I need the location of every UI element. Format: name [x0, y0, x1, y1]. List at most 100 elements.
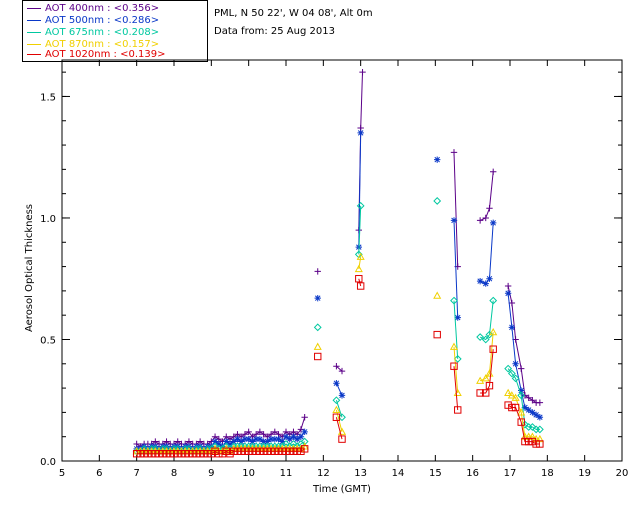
data-point	[289, 440, 298, 448]
legend-swatch-675nm	[27, 31, 41, 33]
data-point	[525, 394, 532, 402]
data-point	[529, 397, 536, 404]
data-point	[511, 374, 520, 383]
data-point	[476, 376, 485, 384]
series-line	[136, 448, 305, 455]
data-point	[297, 433, 305, 440]
legend: AOT 400nm : <0.356> AOT 500nm : <0.286> …	[22, 0, 208, 62]
data-point	[147, 450, 156, 458]
location-text: PML, N 50 22', W 04 08', Alt 0m	[214, 8, 373, 19]
legend-entry-870nm: AOT 870nm : <0.157>	[27, 39, 159, 51]
data-point	[140, 444, 149, 453]
data-point	[211, 442, 219, 451]
series-line	[453, 152, 459, 267]
data-point	[278, 447, 286, 455]
data-point	[222, 447, 230, 455]
data-point	[338, 435, 346, 443]
x-axis: 5 6 7 8 9 10 11 12 13 14 15 16 17 18 19 20	[59, 60, 628, 479]
data-point	[294, 435, 301, 443]
data-point	[490, 168, 497, 175]
data-point	[140, 450, 148, 458]
data-point	[264, 438, 271, 445]
x-tick-label: 11	[280, 468, 293, 479]
series-line	[335, 382, 343, 396]
data-point	[170, 450, 178, 458]
data-point	[454, 406, 462, 414]
data-point	[313, 342, 322, 350]
data-point	[185, 450, 193, 458]
data-point	[486, 205, 493, 212]
data-point	[300, 445, 309, 453]
y-tick-label: 0.0	[40, 457, 56, 468]
data-point	[252, 447, 260, 455]
data-point	[170, 443, 178, 450]
x-tick-label: 17	[504, 468, 517, 479]
series-layer	[132, 68, 544, 458]
data-point	[185, 444, 193, 453]
x-tick-label: 13	[354, 468, 367, 479]
legend-swatch-500nm	[27, 19, 41, 21]
data-point	[485, 381, 494, 390]
x-tick-label: 19	[578, 468, 591, 479]
series-line	[136, 441, 305, 452]
x-tick-label: 8	[171, 468, 177, 479]
data-point	[476, 389, 484, 397]
data-point	[174, 443, 181, 450]
legend-entry-675nm: AOT 675nm : <0.208>	[27, 27, 159, 39]
x-tick-label: 9	[208, 468, 214, 479]
data-point	[521, 437, 529, 446]
data-point	[489, 296, 498, 305]
data-point	[263, 447, 272, 455]
data-point	[508, 299, 516, 307]
data-point	[525, 406, 532, 414]
data-point	[222, 442, 231, 451]
data-point	[338, 367, 346, 375]
data-point	[241, 435, 249, 443]
legend-label-1020nm: AOT 1020nm : <0.139>	[45, 49, 166, 60]
data-point	[356, 201, 365, 210]
data-point	[517, 391, 526, 400]
data-point	[151, 444, 160, 453]
data-point	[152, 443, 159, 450]
data-point	[504, 388, 513, 397]
data-point	[476, 277, 484, 285]
data-point	[512, 360, 519, 367]
y-tick-label: 1.5	[40, 92, 56, 103]
data-point	[314, 352, 322, 361]
data-point	[433, 197, 442, 205]
data-point	[162, 450, 171, 458]
data-point	[223, 438, 230, 445]
data-point	[256, 428, 264, 436]
data-point	[188, 450, 197, 458]
legend-entry-1020nm: AOT 1020nm : <0.139>	[27, 49, 165, 61]
data-point	[356, 282, 365, 290]
data-point	[528, 423, 537, 431]
data-point	[528, 432, 537, 440]
data-point	[532, 440, 540, 448]
data-point	[159, 450, 167, 458]
x-tick-label: 10	[242, 468, 255, 479]
data-point	[476, 333, 485, 341]
data-point	[234, 435, 241, 443]
legend-label-675nm: AOT 675nm : <0.208>	[45, 27, 160, 38]
data-point	[359, 68, 366, 76]
data-point	[481, 374, 490, 382]
data-point	[249, 438, 256, 445]
data-point	[177, 450, 186, 458]
data-point	[489, 345, 497, 353]
data-point	[535, 434, 544, 443]
series-line	[507, 404, 540, 445]
data-point	[449, 342, 459, 350]
data-point	[293, 447, 301, 455]
data-point	[485, 330, 494, 339]
data-point	[174, 450, 182, 458]
data-point	[193, 443, 200, 450]
data-point	[196, 443, 204, 450]
data-point	[233, 447, 242, 455]
series-line	[358, 132, 362, 248]
date-text: Data from: 25 Aug 2013	[214, 26, 335, 37]
data-point	[482, 389, 490, 397]
data-point	[532, 411, 540, 419]
data-point	[333, 363, 340, 370]
